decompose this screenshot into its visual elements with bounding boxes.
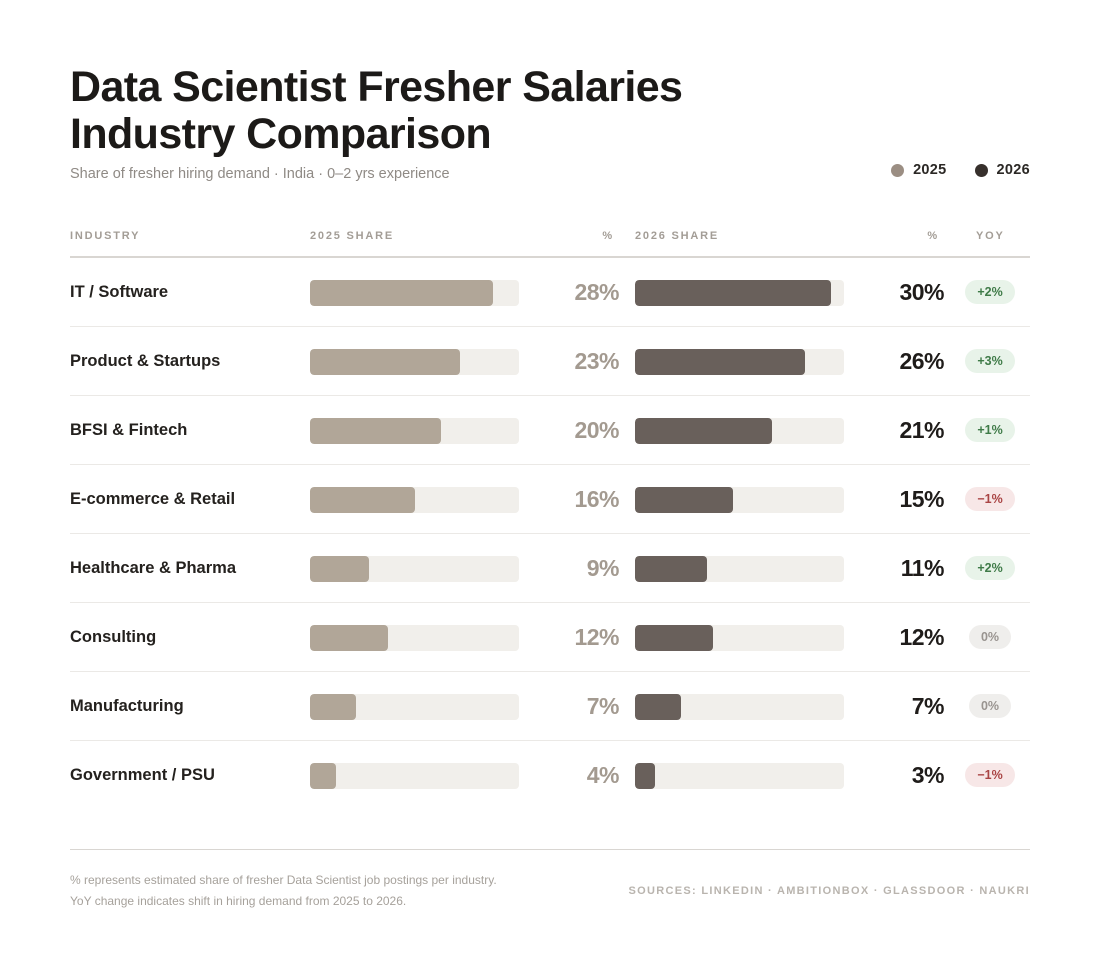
legend: 2025 2026 <box>863 162 1030 178</box>
bar-2026 <box>635 280 831 306</box>
legend-label-2025: 2025 <box>913 162 947 178</box>
bar-2026 <box>635 556 707 582</box>
bar-track-2026 <box>635 694 844 720</box>
value-label-2025: 20% <box>574 417 619 443</box>
bar-2026 <box>635 625 714 651</box>
bar-track-2025 <box>310 418 519 444</box>
bar-track-2025 <box>310 280 519 306</box>
table-row: Product & Startups 23% 26% +3% <box>70 327 1030 396</box>
column-header-2026-share: 2026 SHARE <box>635 230 720 242</box>
value-label-2025: 23% <box>574 348 619 374</box>
yoy-badge: −1% <box>965 763 1015 787</box>
table-row: Manufacturing 7% 7% 0% <box>70 672 1030 741</box>
bar-track-2025 <box>310 556 519 582</box>
bar-track-2025 <box>310 694 519 720</box>
bar-2025 <box>310 487 415 513</box>
value-label-2026: 21% <box>899 417 944 443</box>
bar-2026 <box>635 349 805 375</box>
bar-track-2025 <box>310 625 519 651</box>
footer-divider <box>70 849 1030 850</box>
bar-2026 <box>635 694 681 720</box>
value-label-2026: 26% <box>899 348 944 374</box>
bar-2025 <box>310 349 461 375</box>
bar-2026 <box>635 418 773 444</box>
industry-label: Product & Startups <box>70 352 221 370</box>
yoy-badge: +1% <box>965 418 1015 442</box>
footnote-line-1: % represents estimated share of fresher … <box>70 873 497 887</box>
yoy-badge: −1% <box>965 487 1015 511</box>
column-header-2025-share: 2025 SHARE <box>310 230 395 242</box>
industry-label: Healthcare & Pharma <box>70 559 236 577</box>
legend-dot-2025 <box>891 163 905 177</box>
yoy-badge: +3% <box>965 349 1015 373</box>
column-header-yoy: YOY <box>976 230 1005 242</box>
table-row: Consulting 12% 12% 0% <box>70 603 1030 672</box>
bar-2025 <box>310 763 337 789</box>
bar-2025 <box>310 694 356 720</box>
bar-track-2026 <box>635 763 844 789</box>
bar-2025 <box>310 418 441 444</box>
value-label-2026: 11% <box>900 555 945 581</box>
value-label-2025: 4% <box>586 762 620 788</box>
column-header-2025-pct: % <box>602 230 614 242</box>
value-label-2026: 3% <box>911 762 945 788</box>
bar-track-2026 <box>635 280 844 306</box>
value-label-2025: 7% <box>586 693 620 719</box>
industry-label: BFSI & Fintech <box>70 421 188 439</box>
industry-label: Consulting <box>70 628 157 646</box>
bar-track-2025 <box>310 763 519 789</box>
legend-label-2026: 2026 <box>996 162 1030 178</box>
value-label-2025: 9% <box>586 555 620 581</box>
page-subtitle: Share of fresher hiring demand · India ·… <box>70 166 450 182</box>
legend-item-2026: 2026 <box>974 162 1030 178</box>
value-label-2025: 28% <box>574 279 619 305</box>
column-header-industry: INDUSTRY <box>70 230 141 242</box>
bar-track-2026 <box>635 487 844 513</box>
industry-label: IT / Software <box>70 283 169 301</box>
title-line-2: Industry Comparison <box>70 110 492 158</box>
bar-2025 <box>310 556 369 582</box>
value-label-2026: 12% <box>899 624 944 650</box>
table-row: E-commerce & Retail 16% 15% −1% <box>70 465 1030 534</box>
bar-2025 <box>310 625 389 651</box>
footnote-line-2: YoY change indicates shift in hiring dem… <box>70 894 407 908</box>
value-label-2025: 16% <box>574 486 619 512</box>
yoy-badge: 0% <box>969 625 1011 649</box>
value-label-2025: 12% <box>574 624 619 650</box>
bar-track-2025 <box>310 349 519 375</box>
header-divider <box>70 256 1030 258</box>
legend-dot-2026 <box>974 163 988 177</box>
table-row: Government / PSU 4% 3% −1% <box>70 741 1030 810</box>
bar-track-2026 <box>635 625 844 651</box>
bar-2025 <box>310 280 493 306</box>
industry-label: E-commerce & Retail <box>70 490 236 508</box>
yoy-badge: +2% <box>965 556 1015 580</box>
table-row: BFSI & Fintech 20% 21% +1% <box>70 396 1030 465</box>
bar-2026 <box>635 763 655 789</box>
value-label-2026: 30% <box>899 279 944 305</box>
bar-track-2026 <box>635 349 844 375</box>
column-header-2026-pct: % <box>927 230 939 242</box>
bar-2026 <box>635 487 733 513</box>
bar-track-2026 <box>635 418 844 444</box>
legend-item-2025: 2025 <box>891 162 946 178</box>
value-label-2026: 15% <box>899 486 944 512</box>
table-row: IT / Software 28% 30% +2% <box>70 258 1030 327</box>
yoy-badge: +2% <box>965 280 1015 304</box>
table-row: Healthcare & Pharma 9% 11% +2% <box>70 534 1030 603</box>
yoy-badge: 0% <box>969 694 1011 718</box>
sources-credit: SOURCES: LINKEDIN · AMBITIONBOX · GLASSD… <box>628 885 1030 897</box>
title-line-1: Data Scientist Fresher Salaries <box>70 63 683 111</box>
page-title: Data Scientist Fresher Salaries Industry… <box>70 64 830 158</box>
industry-label: Manufacturing <box>70 697 184 715</box>
value-label-2026: 7% <box>911 693 945 719</box>
industry-label: Government / PSU <box>70 766 215 784</box>
bar-track-2025 <box>310 487 519 513</box>
bar-track-2026 <box>635 556 844 582</box>
